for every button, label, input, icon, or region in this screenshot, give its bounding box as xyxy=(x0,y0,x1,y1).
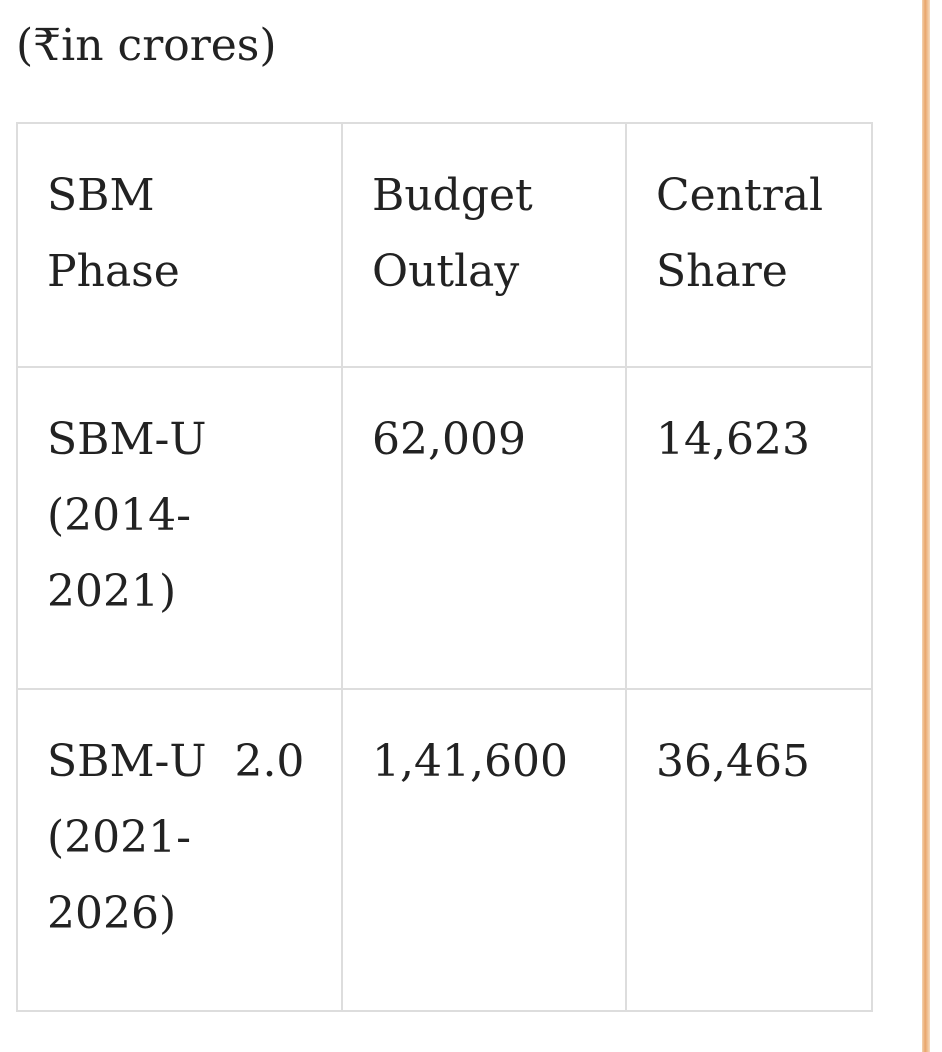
table-body: SBM Phase Budget Outlay Central Share SBM-U… xyxy=(16,122,873,1012)
header-cell: Central Share xyxy=(625,122,873,368)
table-cell: 62,009 xyxy=(341,366,627,690)
table-row: SBM-U 2.0 (2021- 2026) 1,41,600 36,465 xyxy=(16,688,873,1012)
table: SBM Phase Budget Outlay Central Share SBM-U… xyxy=(16,122,873,1012)
table-cell: 1,41,600 xyxy=(341,688,627,1012)
table-cell: SBM-U 2.0 (2021- 2026) xyxy=(16,688,343,1012)
table-cell: 14,623 xyxy=(625,366,873,690)
header-cell: SBM Phase xyxy=(16,122,343,368)
table-cell: SBM-U (2014- 2021) xyxy=(16,366,343,690)
header-row: SBM Phase Budget Outlay Central Share xyxy=(16,122,873,368)
header-cell: Budget Outlay xyxy=(341,122,627,368)
table-row: SBM-U (2014- 2021) 62,009 14,623 xyxy=(16,366,873,690)
caption: (₹in crores) xyxy=(16,20,277,71)
table-cell: 36,465 xyxy=(625,688,873,1012)
side-rule xyxy=(922,0,930,1052)
